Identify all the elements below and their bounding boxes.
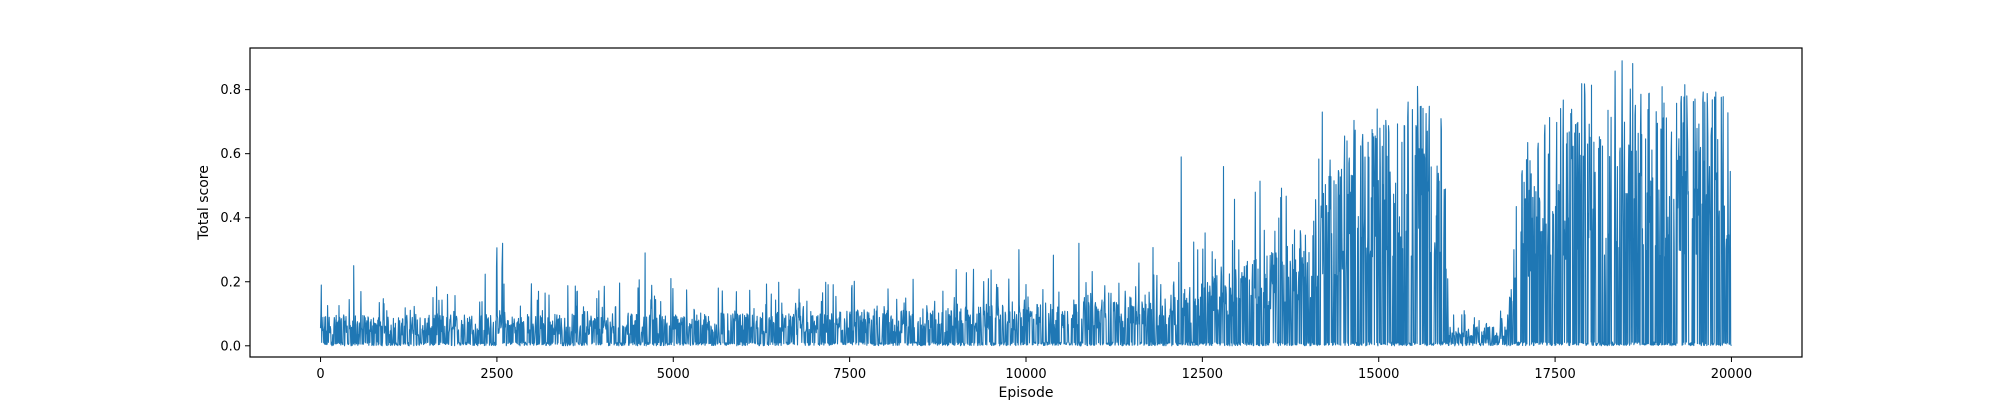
total-score-series — [319, 60, 1732, 347]
y-tick-label: 0.8 — [220, 83, 241, 98]
y-axis-label: Total score — [196, 165, 212, 241]
y-tick-label: 0.6 — [220, 147, 241, 162]
x-tick-label: 2500 — [480, 367, 513, 382]
y-tick-label: 0.0 — [220, 339, 241, 354]
x-axis: 0 2500 5000 7500 10000 12500 15000 17500 20000 — [316, 357, 1752, 382]
x-axis-label: Episode — [999, 385, 1054, 400]
y-tick-label: 0.2 — [220, 275, 241, 290]
y-tick-label: 0.4 — [220, 211, 241, 226]
x-tick-label: 7500 — [833, 367, 866, 382]
x-tick-label: 17500 — [1534, 367, 1575, 382]
x-tick-label: 10000 — [1005, 367, 1046, 382]
x-tick-label: 0 — [316, 367, 324, 382]
x-tick-label: 12500 — [1182, 367, 1223, 382]
y-axis: 0.0 0.2 0.4 0.6 0.8 — [220, 83, 250, 354]
x-tick-label: 5000 — [657, 367, 690, 382]
x-tick-label: 20000 — [1711, 367, 1752, 382]
x-tick-label: 15000 — [1358, 367, 1399, 382]
total-score-line — [319, 60, 1732, 347]
